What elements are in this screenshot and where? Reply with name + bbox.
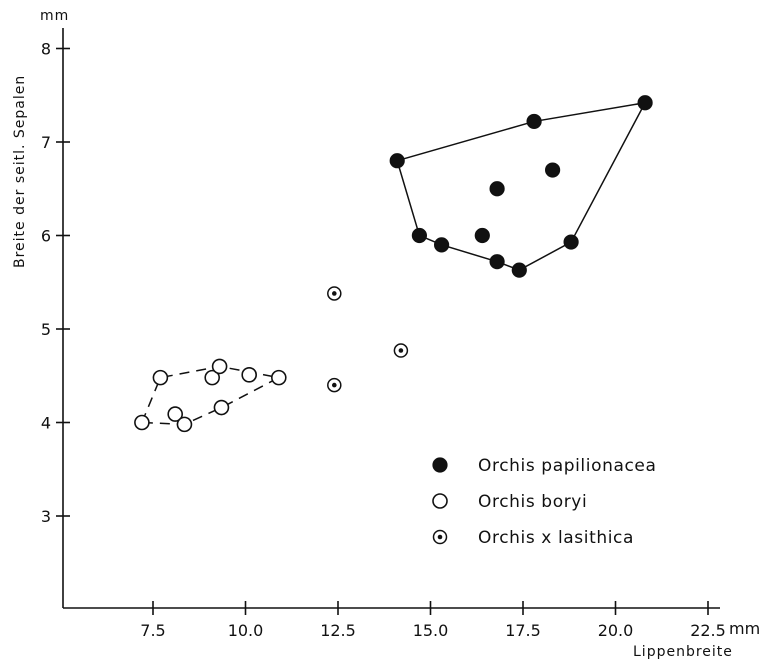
- data-point: [393, 343, 409, 358]
- x-tick-label: 12.5: [320, 621, 356, 640]
- data-point: [211, 358, 228, 375]
- data-point: [327, 377, 342, 393]
- y-tick-label: 8: [41, 40, 51, 59]
- x-tick-label: 10.0: [228, 621, 264, 640]
- legend: Orchis papilionacea Orchis boryi Orchis x …: [432, 456, 657, 548]
- x-tick-label: 15.0: [413, 621, 449, 640]
- data-point: [474, 227, 490, 244]
- legend-item: Orchis x lasithica: [432, 528, 634, 548]
- data-point: [204, 369, 220, 386]
- data-point: [241, 367, 257, 383]
- data-point: [544, 162, 561, 178]
- data-point: [563, 234, 579, 250]
- data-point: [327, 286, 342, 301]
- y-tick-label: 6: [41, 227, 51, 246]
- legend-marker: [432, 529, 448, 545]
- data-point: [526, 113, 542, 130]
- data-point: [176, 416, 193, 433]
- y-tick-label: 4: [41, 414, 51, 433]
- axes: [62, 28, 720, 609]
- x-tick-label: 17.5: [505, 621, 541, 640]
- legend-item: Orchis boryi: [432, 492, 587, 512]
- data-point: [152, 369, 169, 386]
- data-point: [411, 227, 427, 244]
- data-point: [270, 369, 287, 386]
- y-tick-label: 3: [41, 507, 51, 526]
- legend-item: Orchis papilionacea: [432, 456, 657, 476]
- x-axis-unit: mm: [729, 619, 760, 638]
- y-tick-label: 5: [41, 320, 51, 339]
- data-point: [489, 254, 505, 270]
- tick-marks: 3 4 5 6 7 8 7.5 10.0 12.5 15.0 17.5 20.0 22.5: [41, 40, 726, 641]
- data-point: [511, 262, 527, 278]
- data-point: [434, 237, 450, 253]
- data-point: [167, 406, 183, 422]
- y-axis-label: Breite der seitl. Sepalen: [12, 75, 28, 268]
- data-point: [489, 181, 505, 197]
- legend-label: Orchis boryi: [478, 492, 587, 512]
- data-points: [134, 95, 653, 433]
- x-tick-label: 20.0: [598, 621, 634, 640]
- data-point: [213, 399, 230, 416]
- x-tick-label: 22.5: [690, 621, 726, 640]
- x-axis-label: Lippenbreite: [633, 644, 733, 660]
- data-point: [637, 95, 653, 111]
- y-axis-unit: mm: [40, 8, 69, 24]
- y-tick-label: 7: [41, 133, 51, 152]
- data-point: [134, 414, 150, 431]
- x-tick-label: 7.5: [140, 621, 165, 640]
- legend-marker: [432, 457, 448, 473]
- legend-label: Orchis x lasithica: [478, 528, 634, 548]
- legend-marker: [432, 493, 448, 509]
- data-point: [389, 153, 405, 169]
- legend-label: Orchis papilionacea: [478, 456, 657, 476]
